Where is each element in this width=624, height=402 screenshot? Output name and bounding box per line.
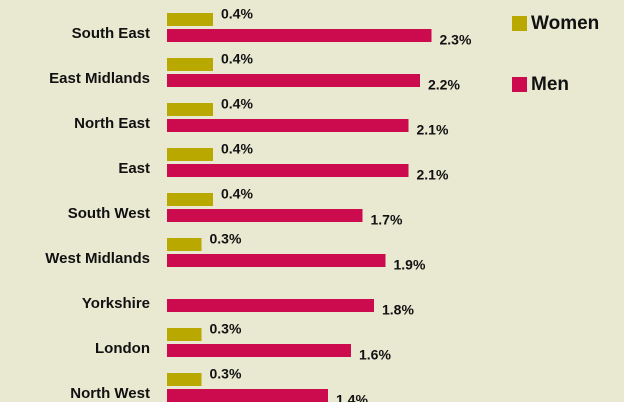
category-label: South West bbox=[68, 205, 150, 222]
legend-label: Men bbox=[531, 74, 569, 95]
value-label: 1.6% bbox=[359, 347, 391, 363]
value-label: 0.4% bbox=[221, 186, 253, 202]
bar bbox=[167, 29, 432, 42]
value-label: 1.9% bbox=[394, 257, 426, 273]
legend-label: Women bbox=[531, 13, 599, 34]
bar bbox=[167, 164, 409, 177]
bar bbox=[167, 74, 420, 87]
bar bbox=[167, 209, 363, 222]
bar bbox=[167, 373, 202, 386]
value-label: 2.2% bbox=[428, 77, 460, 93]
value-label: 2.1% bbox=[417, 122, 449, 138]
value-label: 0.4% bbox=[221, 96, 253, 112]
value-label: 0.3% bbox=[210, 231, 242, 247]
bar bbox=[167, 389, 328, 402]
value-label: 0.4% bbox=[221, 51, 253, 67]
value-label: 1.7% bbox=[371, 212, 403, 228]
bar bbox=[167, 103, 213, 116]
bar bbox=[167, 254, 386, 267]
bar bbox=[167, 193, 213, 206]
value-label: 0.4% bbox=[221, 141, 253, 157]
bar bbox=[167, 58, 213, 71]
category-label: London bbox=[95, 340, 150, 357]
category-label: North East bbox=[74, 115, 150, 132]
value-label: 1.8% bbox=[382, 302, 414, 318]
bar bbox=[167, 328, 202, 341]
category-label: East Midlands bbox=[49, 70, 150, 87]
value-label: 0.3% bbox=[210, 366, 242, 382]
value-label: 2.1% bbox=[417, 167, 449, 183]
category-label: North West bbox=[70, 385, 150, 402]
legend-swatch bbox=[512, 77, 527, 92]
value-label: 0.3% bbox=[210, 321, 242, 337]
bar bbox=[167, 148, 213, 161]
value-label: 0.4% bbox=[221, 6, 253, 22]
bar bbox=[167, 344, 351, 357]
value-label: 1.4% bbox=[336, 392, 368, 402]
category-label: Yorkshire bbox=[82, 295, 150, 312]
legend-swatch bbox=[512, 16, 527, 31]
category-label: East bbox=[118, 160, 150, 177]
bar bbox=[167, 238, 202, 251]
category-label: West Midlands bbox=[45, 250, 150, 267]
bar bbox=[167, 13, 213, 26]
category-label: South East bbox=[72, 25, 150, 42]
value-label: 2.3% bbox=[440, 32, 472, 48]
bar bbox=[167, 299, 374, 312]
bar bbox=[167, 119, 409, 132]
